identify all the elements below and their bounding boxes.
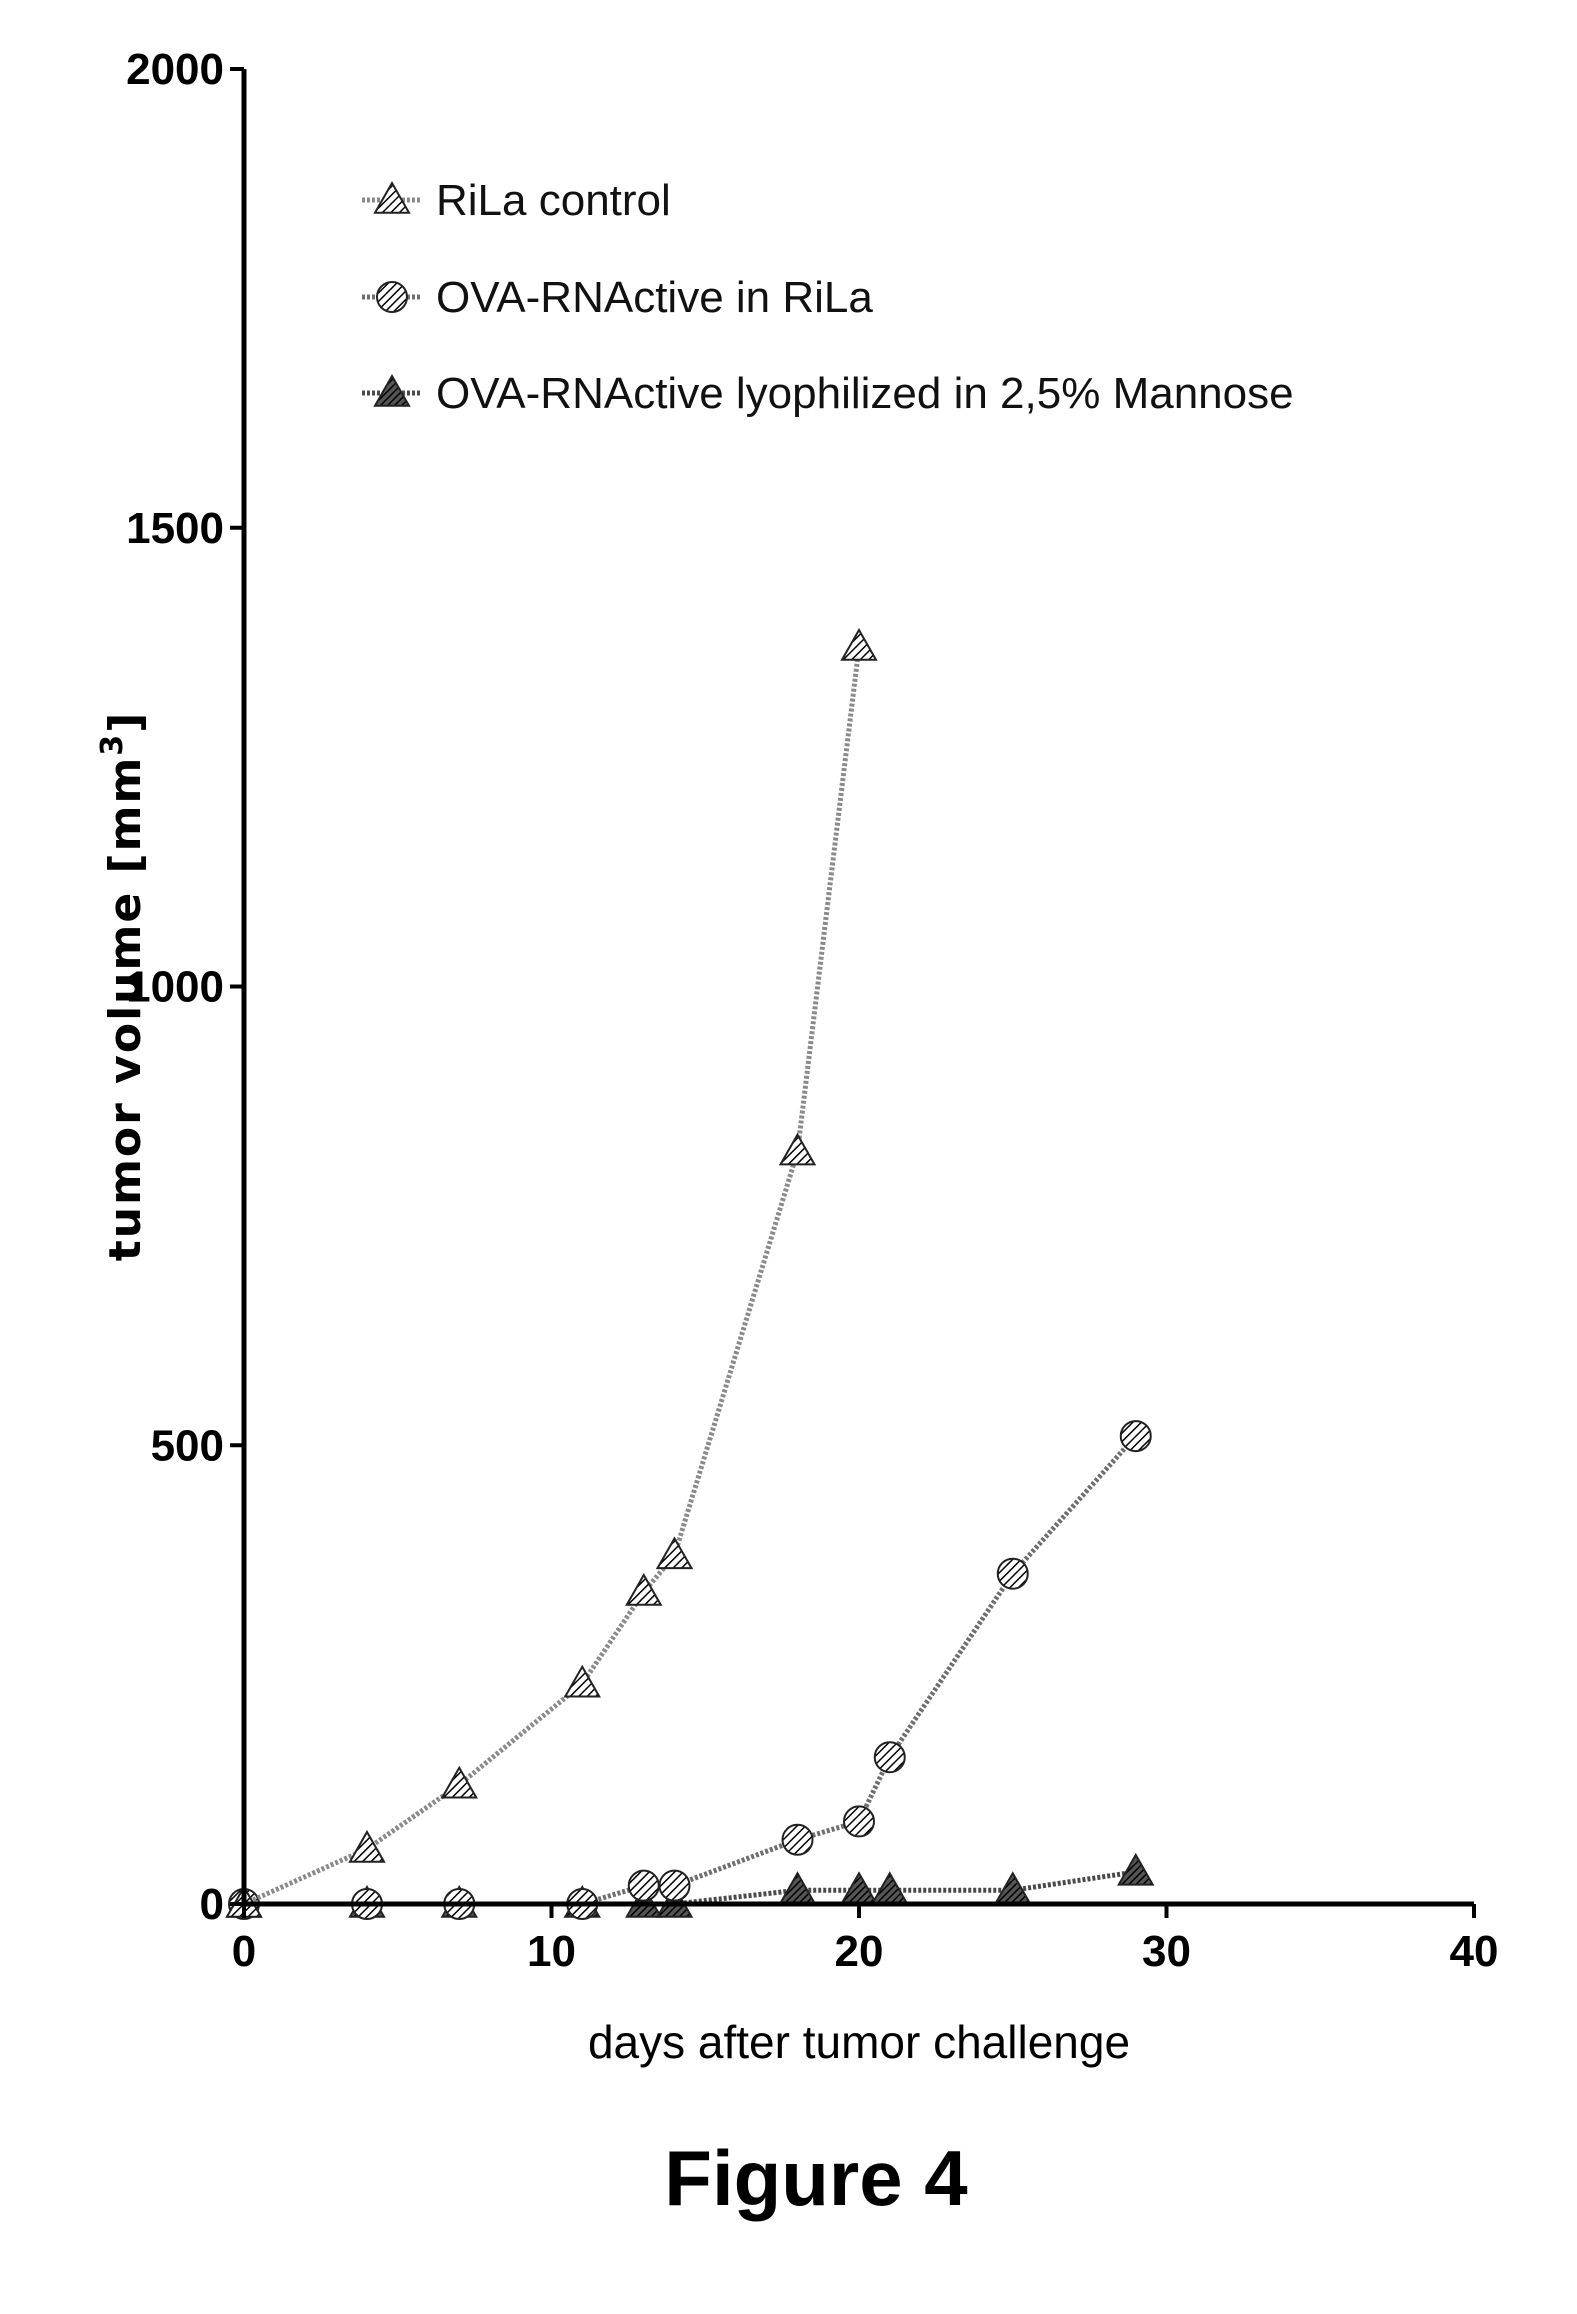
data-point: [563, 1664, 601, 1698]
data-point: [1119, 1420, 1152, 1453]
data-point: [625, 1573, 663, 1606]
axes: 0 500 1000 1500 2000 0 10 20 30 40: [126, 45, 1498, 1976]
figure-caption: Figure 4: [664, 2134, 967, 2222]
data-point: [840, 628, 878, 661]
y-tick-label: 1000: [126, 963, 224, 1012]
data-point: [996, 1557, 1029, 1590]
data-point: [871, 1871, 909, 1904]
data-point: [1117, 1852, 1155, 1886]
legend-label: OVA-RNActive in RiLa: [436, 273, 873, 322]
legend-label: RiLa control: [436, 176, 671, 225]
y-axis-label-close: ]: [100, 711, 151, 733]
series-line: [242, 646, 862, 1907]
legend-item: OVA-RNActive lyophilized in 2,5% Mannose: [362, 369, 1294, 418]
data-point: [873, 1741, 906, 1774]
y-axis-label: tumor volume [mm3]: [95, 711, 151, 1262]
legend: RiLa control OVA-RNActive in RiLa OVA-RNAc…: [362, 176, 1294, 418]
data-point: [440, 1765, 478, 1799]
data-point: [781, 1823, 814, 1856]
x-tick-label: 0: [232, 1927, 256, 1976]
legend-marker: [373, 180, 411, 214]
data-point: [778, 1132, 817, 1166]
series-layer: [225, 628, 1155, 1920]
legend-marker: [376, 281, 408, 313]
y-tick-label: 500: [151, 1421, 224, 1470]
legend-item: RiLa control: [362, 176, 671, 225]
y-tick-label: 0: [200, 1880, 224, 1929]
x-tick-label: 20: [835, 1927, 884, 1976]
y-axis-label-text: tumor volume [mm: [100, 756, 151, 1262]
legend-marker: [373, 373, 411, 407]
x-tick-label: 40: [1450, 1927, 1499, 1976]
data-point: [658, 1869, 691, 1902]
data-point: [655, 1536, 694, 1570]
x-tick-label: 10: [527, 1927, 576, 1976]
legend-item: OVA-RNActive in RiLa: [362, 273, 873, 322]
x-tick-label: 30: [1142, 1927, 1191, 1976]
y-axis-label-sup: 3: [95, 733, 130, 756]
series-1: [225, 628, 878, 1918]
y-tick-label: 2000: [126, 45, 224, 94]
x-ticks: 0 10 20 30 40: [232, 1904, 1499, 1976]
data-point: [348, 1829, 386, 1863]
data-point: [843, 1805, 875, 1838]
legend-label: OVA-RNActive lyophilized in 2,5% Mannose: [436, 369, 1294, 418]
y-tick-label: 1500: [126, 504, 224, 553]
data-point: [627, 1869, 660, 1902]
y-ticks: 0 500 1000 1500 2000: [126, 45, 244, 1929]
x-axis-label: days after tumor challenge: [588, 2016, 1130, 2068]
plot-area: [225, 628, 1155, 1920]
